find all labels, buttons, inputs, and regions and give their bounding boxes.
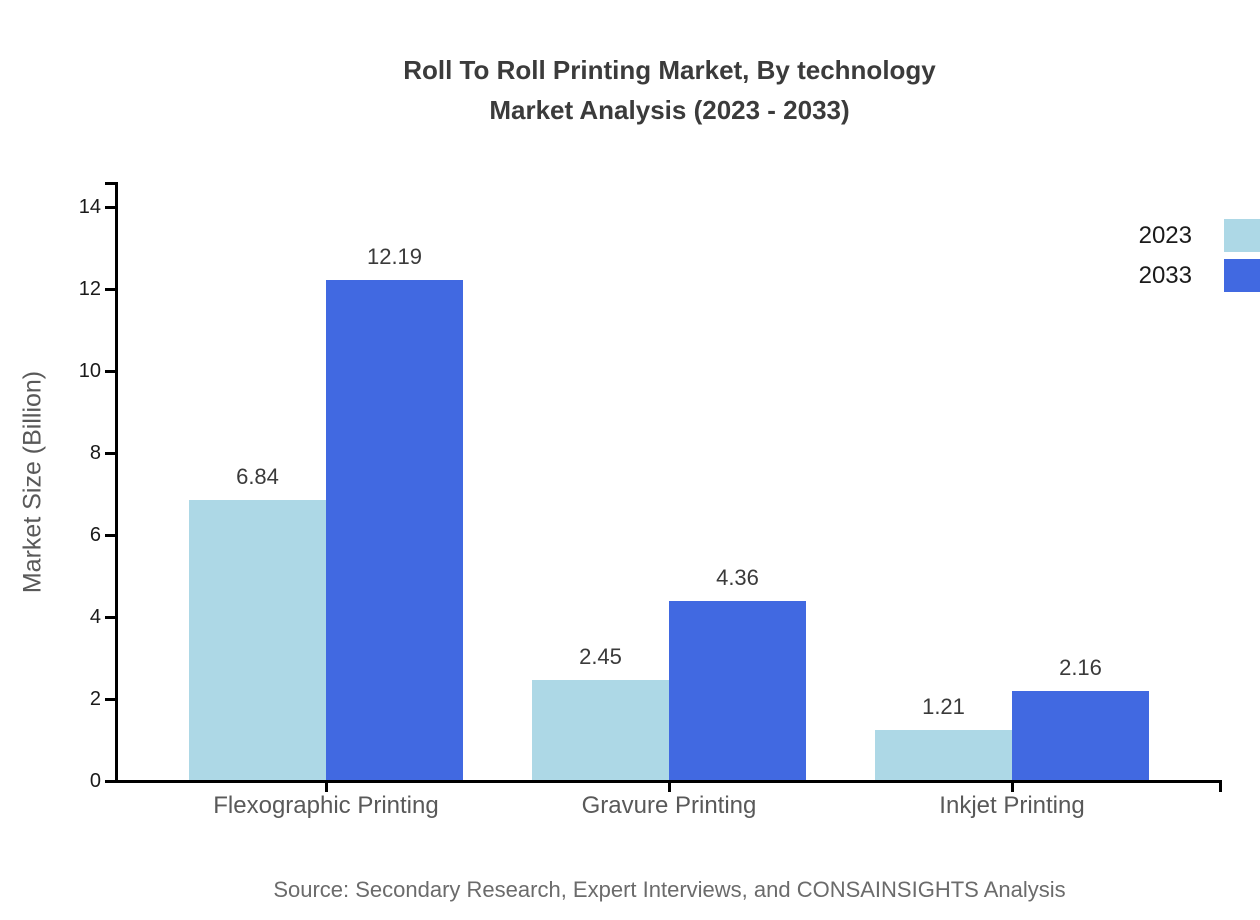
x-axis-tick	[325, 783, 328, 792]
y-axis-tick-label: 2	[89, 688, 101, 710]
y-axis-tick-label: 10	[78, 360, 101, 382]
y-axis-end-tick	[105, 182, 115, 185]
legend-label: 2023	[1138, 221, 1192, 249]
x-axis-category-label: Inkjet Printing	[939, 792, 1085, 819]
y-axis-tick	[105, 616, 115, 619]
legend-item-2033: 2033	[1139, 259, 1260, 292]
bar-value-label: 2.45	[579, 644, 622, 669]
x-axis-line	[115, 780, 1222, 783]
bar-value-label: 1.21	[922, 694, 965, 719]
x-axis-category-label: Gravure Printing	[581, 792, 757, 819]
legend: 2023 2033	[1139, 219, 1260, 292]
bar-value-label: 2.16	[1059, 655, 1102, 680]
bar-2023-2	[875, 730, 1012, 780]
bar-2033-0	[326, 280, 463, 780]
y-axis-tick	[105, 780, 115, 783]
bar-value-label: 4.36	[716, 565, 759, 590]
chart-title-line1: Roll To Roll Printing Market, By technol…	[403, 55, 936, 85]
legend-label: 2033	[1138, 261, 1192, 289]
legend-item-2023: 2023	[1139, 219, 1260, 252]
bar-2023-0	[189, 500, 326, 780]
legend-swatch	[1224, 219, 1260, 252]
y-axis-tick	[105, 206, 115, 209]
y-axis-tick-label: 8	[89, 442, 101, 464]
y-axis-line	[115, 182, 118, 783]
y-axis-tick	[105, 698, 115, 701]
chart-title: Roll To Roll Printing Market, By technol…	[117, 50, 1222, 130]
y-axis-tick-label: 4	[89, 606, 101, 628]
x-axis-category-label: Flexographic Printing	[213, 792, 439, 819]
legend-swatch	[1224, 259, 1260, 292]
y-axis-tick	[105, 452, 115, 455]
x-axis-tick	[668, 783, 671, 792]
y-axis-title: Market Size (Billion)	[18, 370, 47, 594]
x-axis-tick	[1011, 783, 1014, 792]
source-text: Source: Secondary Research, Expert Inter…	[273, 877, 1066, 902]
bar-2033-1	[669, 601, 806, 780]
y-axis-tick-label: 12	[78, 278, 101, 300]
y-axis-tick-label: 0	[89, 770, 101, 792]
bar-2023-1	[532, 680, 669, 780]
y-axis-tick-label: 6	[89, 524, 101, 546]
x-axis-end-tick	[1219, 783, 1222, 792]
y-axis-tick	[105, 370, 115, 373]
y-axis-tick	[105, 288, 115, 291]
chart-title-line2: Market Analysis (2023 - 2033)	[489, 95, 850, 125]
y-axis-tick	[105, 534, 115, 537]
y-axis-tick-label: 14	[78, 196, 101, 218]
bar-value-label: 6.84	[236, 464, 279, 489]
bar-2033-2	[1012, 691, 1149, 780]
bar-value-label: 12.19	[366, 244, 423, 269]
